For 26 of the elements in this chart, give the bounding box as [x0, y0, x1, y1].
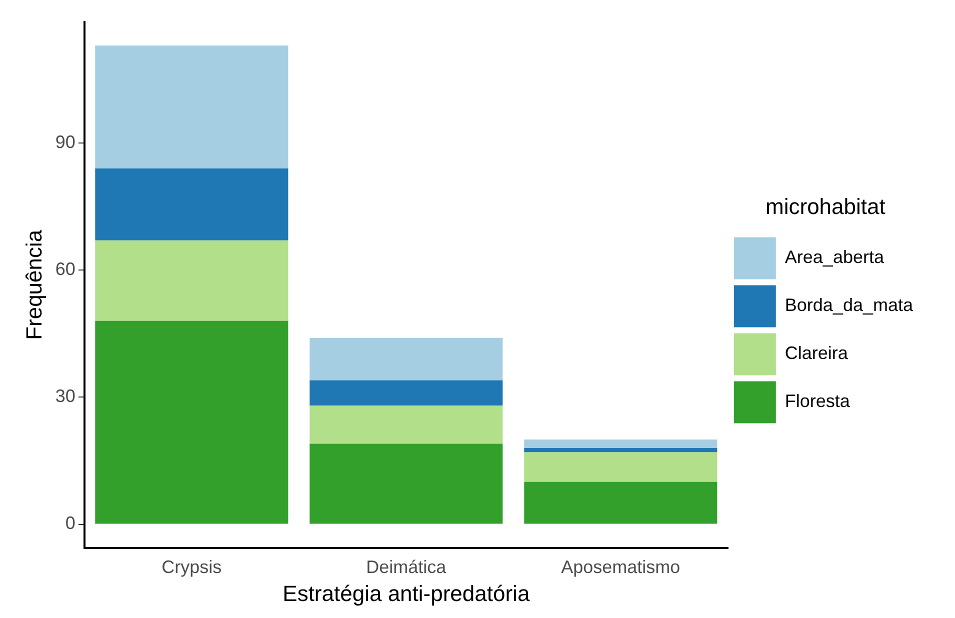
- y-tick-label: 90: [55, 132, 76, 152]
- bar: [95, 320, 288, 524]
- bar: [310, 406, 503, 444]
- y-tick-label: 60: [55, 259, 76, 280]
- x-tick-label: Deimática: [366, 556, 448, 577]
- legend-label: Borda_da_mata: [784, 295, 914, 316]
- bar: [524, 452, 718, 482]
- x-axis-title: Estratégia anti-predatória: [282, 580, 530, 606]
- y-axis-title: Frequência: [21, 229, 46, 340]
- bar: [310, 444, 503, 524]
- bar: [310, 380, 503, 406]
- x-tick-label: Aposematismo: [561, 556, 680, 577]
- x-tick-label: Crypsis: [162, 556, 222, 577]
- legend-label: Clareira: [784, 343, 849, 364]
- y-tick-label: 30: [55, 386, 76, 406]
- bar: [95, 240, 288, 321]
- legend-label: Area_aberta: [784, 247, 885, 268]
- legend-title: microhabitat: [766, 194, 886, 219]
- bar: [95, 168, 288, 240]
- bar: [310, 338, 503, 380]
- bar: [524, 440, 718, 448]
- legend-label: Floresta: [784, 391, 851, 412]
- y-tick-label: 0: [65, 513, 76, 534]
- bar: [524, 482, 718, 524]
- bar: [524, 448, 718, 452]
- bar: [95, 46, 288, 168]
